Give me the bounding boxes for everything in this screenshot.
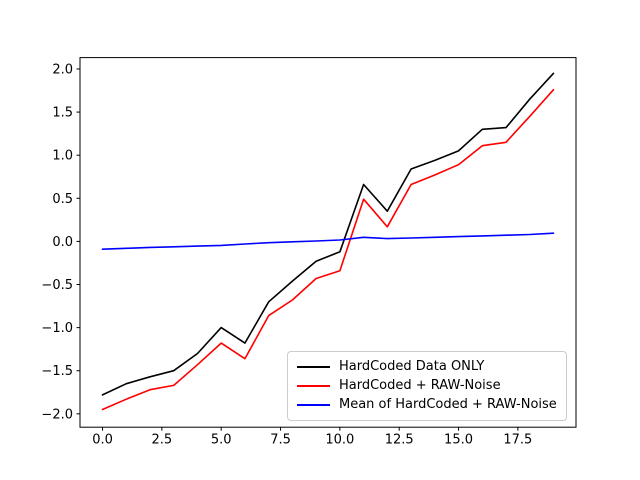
y-tick-label: −1.5 bbox=[41, 364, 73, 379]
series-mean-of-hardcoded-raw-noise-line bbox=[101, 232, 555, 250]
legend-label: HardCoded + RAW-Noise bbox=[339, 378, 501, 393]
series-hardcoded-data-only-line bbox=[101, 72, 555, 396]
y-tick-label: −2.0 bbox=[41, 407, 73, 422]
x-tick-label: 17.5 bbox=[503, 433, 532, 448]
legend-entry: HardCoded Data ONLY bbox=[297, 358, 557, 376]
legend-line-sample bbox=[297, 366, 330, 368]
x-tick-label: 0.0 bbox=[92, 433, 113, 448]
legend-label: HardCoded Data ONLY bbox=[339, 359, 485, 374]
x-tick-label: 2.5 bbox=[152, 433, 173, 448]
x-tick-label: 5.0 bbox=[211, 433, 232, 448]
legend-line-sample bbox=[297, 385, 330, 387]
legend-line-sample bbox=[297, 404, 330, 406]
legend-entry: HardCoded + RAW-Noise bbox=[297, 377, 557, 395]
legend: HardCoded Data ONLY HardCoded + RAW-Nois… bbox=[287, 351, 567, 421]
y-tick-label: 1.5 bbox=[52, 106, 73, 121]
x-tick-label: 15.0 bbox=[444, 433, 473, 448]
y-tick-label: −1.0 bbox=[41, 321, 73, 336]
y-tick-label: −0.5 bbox=[41, 278, 73, 293]
y-tick-label: 2.0 bbox=[52, 62, 73, 77]
y-tick-label: 0.5 bbox=[52, 192, 73, 207]
legend-entry: Mean of HardCoded + RAW-Noise bbox=[297, 396, 557, 414]
y-tick-label: 1.0 bbox=[52, 149, 73, 164]
x-tick-label: 10.0 bbox=[325, 433, 354, 448]
plot-area bbox=[79, 57, 577, 428]
y-tick-label: 0.0 bbox=[52, 235, 73, 250]
legend-label: Mean of HardCoded + RAW-Noise bbox=[339, 397, 557, 412]
series-hardcoded-raw-noise-line bbox=[101, 88, 555, 411]
x-tick-label: 7.5 bbox=[270, 433, 291, 448]
x-tick-label: 12.5 bbox=[385, 433, 414, 448]
